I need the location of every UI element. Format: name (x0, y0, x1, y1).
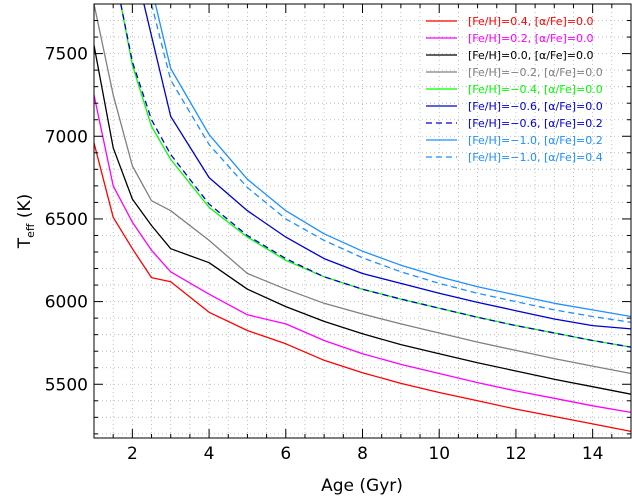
x-tick-label: 4 (204, 444, 215, 464)
legend-label: [Fe/H]=0.2, [α/Fe]=0.0 (468, 32, 594, 45)
legend-label: [Fe/H]=−1.0, [α/Fe]=0.4 (468, 151, 603, 164)
legend-label: [Fe/H]=−0.6, [α/Fe]=0.2 (468, 117, 603, 130)
legend-label: [Fe/H]=0.0, [α/Fe]=0.0 (468, 49, 594, 62)
legend: [Fe/H]=0.4, [α/Fe]=0.0 [Fe/H]=0.2, [α/Fe]… (426, 15, 603, 164)
x-tick-label: 10 (428, 444, 450, 464)
x-tick-label: 12 (505, 444, 527, 464)
legend-label: [Fe/H]=0.4, [α/Fe]=0.0 (468, 15, 594, 28)
x-tick-label: 2 (127, 444, 138, 464)
y-tick-labels: 5500 6000 6500 7000 7500 (45, 45, 88, 396)
y-tick-label: 6500 (45, 210, 88, 230)
x-tick-label: 8 (357, 444, 368, 464)
x-tick-label: 14 (582, 444, 604, 464)
series-line-4 (94, 4, 631, 375)
legend-label: [Fe/H]=−1.0, [α/Fe]=0.2 (468, 134, 603, 147)
series-line-5 (120, 4, 631, 348)
x-tick-label: 6 (280, 444, 291, 464)
legend-label: [Fe/H]=−0.4, [α/Fe]=0.0 (468, 83, 603, 96)
legend-label: [Fe/H]=−0.2, [α/Fe]=0.0 (468, 66, 603, 79)
y-tick-label: 5500 (45, 375, 88, 395)
y-tick-label: 6000 (45, 293, 88, 313)
series-line-9 (150, 4, 631, 323)
y-axis-title-main: T (15, 237, 35, 249)
series-line-1 (94, 142, 631, 433)
series-line-3 (94, 45, 631, 395)
y-axis-title-unit: (K) (15, 194, 35, 224)
grid (94, 4, 631, 438)
series-line-6 (143, 4, 631, 330)
y-tick-label: 7000 (45, 127, 88, 147)
y-axis-title: Teff (K) (15, 194, 37, 250)
axis-ticks (94, 4, 631, 438)
x-tick-labels: 2 4 6 8 10 12 14 (127, 444, 604, 464)
x-axis-title: Age (Gyr) (321, 476, 403, 496)
y-tick-label: 7500 (45, 45, 88, 65)
legend-label: [Fe/H]=−0.6, [α/Fe]=0.0 (468, 100, 603, 113)
series-lines (94, 4, 631, 433)
y-axis-title-subscript: eff (24, 223, 37, 238)
series-line-2 (94, 94, 631, 414)
series-line-8 (154, 4, 631, 318)
